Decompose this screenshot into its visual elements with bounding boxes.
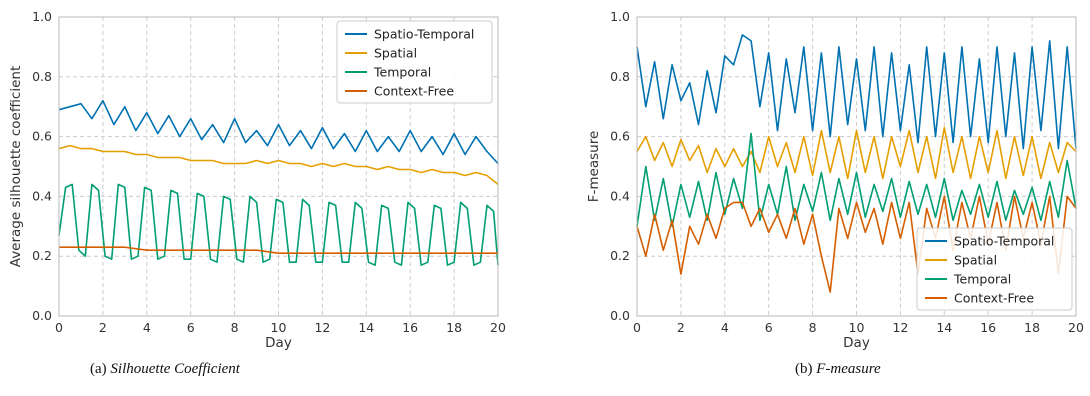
x-tick-label: 18	[446, 320, 462, 335]
x-tick-label: 2	[677, 320, 685, 335]
x-tick-label: 14	[936, 320, 952, 335]
y-tick-label: 0.8	[610, 69, 630, 84]
y-axis-label: Average silhouette coefficient	[8, 66, 24, 268]
x-tick-label: 0	[633, 320, 641, 335]
legend-label-spatio-temporal: Spatio-Temporal	[954, 234, 1054, 249]
series-line-spatial	[636, 126, 1077, 180]
x-tick-label: 20	[1068, 320, 1084, 335]
x-tick-label: 10	[271, 320, 287, 335]
x-tick-label: 10	[849, 320, 865, 335]
x-tick-label: 4	[721, 320, 729, 335]
y-tick-label: 0.6	[32, 129, 52, 144]
x-axis-label: Day	[843, 335, 870, 351]
caption-b: (b) F-measure	[795, 361, 881, 378]
x-tick-label: 8	[809, 320, 817, 335]
x-tick-label: 6	[187, 320, 195, 335]
y-axis-label: F-measure	[586, 131, 602, 203]
x-tick-label: 16	[402, 320, 418, 335]
caption-b-prefix: (b)	[795, 361, 817, 377]
series-line-spatio-temporal	[58, 99, 499, 165]
x-tick-label: 14	[358, 320, 374, 335]
caption-a: (a) Silhouette Coefficient	[90, 361, 240, 378]
series-line-spatio-temporal	[636, 34, 1077, 150]
x-tick-label: 4	[143, 320, 151, 335]
x-tick-label: 18	[1024, 320, 1040, 335]
series-line-context-free	[59, 246, 498, 254]
x-tick-label: 12	[314, 320, 330, 335]
chart-silhouette: 0 2 4 6 8 10 12 14 16 18 20 0.0 0.2 0.4 0.6 0.8 1.0 Day Av…	[8, 9, 506, 351]
y-tick-label: 0.8	[32, 69, 52, 84]
legend-label-spatio-temporal: Spatio-Temporal	[374, 27, 474, 42]
series-line-temporal	[636, 132, 1077, 228]
y-tick-label: 1.0	[610, 9, 630, 24]
legend-box	[336, 20, 493, 104]
legend: Spatio-Temporal Spatial Temporal Context-Fr…	[336, 20, 493, 104]
x-tick-label: 6	[765, 320, 773, 335]
caption-a-prefix: (a)	[90, 361, 111, 377]
y-tick-label: 0.0	[610, 308, 630, 323]
legend-label-context-free: Context-Free	[954, 291, 1034, 306]
y-tick-label: 0.4	[610, 188, 630, 203]
x-tick-label: 2	[99, 320, 107, 335]
legend: Spatio-Temporal Spatial Temporal Context-Fr…	[916, 227, 1073, 311]
y-tick-label: 1.0	[32, 9, 52, 24]
x-tick-label: 8	[231, 320, 239, 335]
plot-frame	[58, 16, 499, 317]
y-tick-label: 0.2	[610, 248, 630, 263]
legend-label-temporal: Temporal	[373, 65, 431, 80]
series-line-temporal	[58, 183, 499, 267]
caption-a-title: Silhouette Coefficient	[110, 361, 240, 377]
legend-box	[916, 227, 1073, 311]
x-tick-label: 12	[892, 320, 908, 335]
y-tick-label: 0.6	[610, 129, 630, 144]
plot-frame	[636, 16, 1077, 317]
y-tick-label: 0.2	[32, 248, 52, 263]
chart-f-measure: 0 2 4 6 8 10 12 14 16 18 20 0.0 0.2 0.4 0.6 0.8 1.0 Day F-…	[586, 9, 1084, 351]
x-tick-label: 0	[55, 320, 63, 335]
x-tick-label: 16	[980, 320, 996, 335]
series-line-spatial	[58, 144, 499, 186]
legend-label-temporal: Temporal	[953, 272, 1011, 287]
y-tick-label: 0.4	[32, 188, 52, 203]
caption-b-title: F-measure	[816, 361, 881, 377]
y-tick-label: 0.0	[32, 308, 52, 323]
x-axis-label: Day	[265, 335, 292, 351]
legend-label-spatial: Spatial	[374, 46, 417, 61]
legend-label-spatial: Spatial	[954, 253, 997, 268]
legend-label-context-free: Context-Free	[374, 84, 454, 99]
x-tick-label: 20	[490, 320, 506, 335]
